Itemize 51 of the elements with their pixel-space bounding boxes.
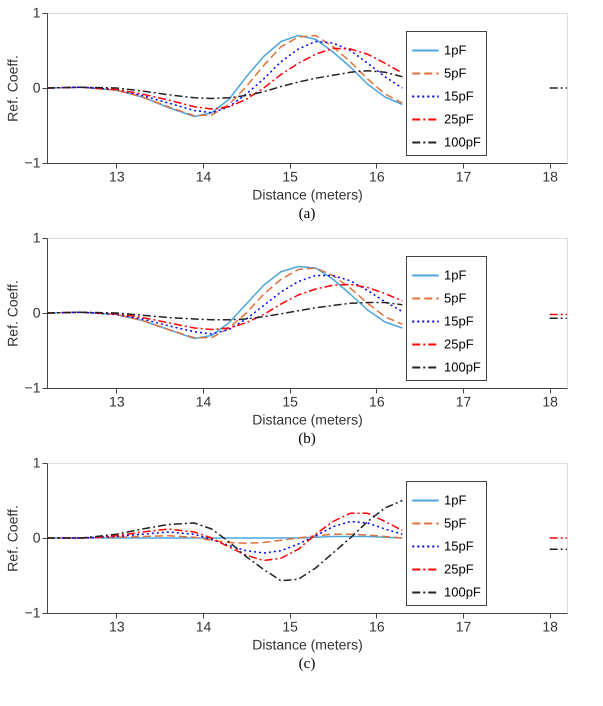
y-axis-title: Ref. Coeff.: [4, 280, 21, 347]
x-tick-label: 18: [542, 168, 558, 184]
x-tick-label: 17: [456, 394, 472, 410]
text: (c): [298, 656, 316, 672]
legend-label: 5pF: [444, 66, 466, 80]
x-tick-label: 16: [369, 394, 385, 410]
legend-label: 100pF: [444, 134, 481, 150]
x-tick-label: 18: [542, 618, 558, 634]
x-tick-label: 15: [282, 168, 298, 184]
x-tick-label: 18: [542, 394, 558, 410]
legend-label: 15pF: [444, 314, 474, 328]
y-tick-label: 0: [32, 530, 41, 546]
x-tick-label: 13: [109, 394, 125, 410]
x-axis-title: Distance (meters): [252, 412, 363, 428]
x-axis-title: Distance (meters): [252, 186, 363, 202]
x-tick-label: 16: [369, 168, 385, 184]
x-tick-label: 14: [196, 394, 212, 410]
legend-label: 100pF: [444, 584, 481, 600]
x-tick-label: 13: [109, 618, 125, 634]
legend-label: 15pF: [444, 538, 474, 554]
y-tick-label: 1: [32, 4, 41, 20]
legend-label: 1pF: [444, 492, 466, 508]
legend-label: 25pF: [444, 112, 474, 126]
y-tick-label: −1: [24, 154, 41, 170]
x-tick-label: 13: [109, 168, 125, 184]
y-tick-label: 0: [32, 80, 41, 96]
legend-label: 15pF: [444, 88, 474, 104]
legend-label: 100pF: [444, 360, 481, 374]
y-axis-title: Ref. Coeff.: [4, 505, 21, 572]
y-tick-label: −1: [24, 380, 41, 396]
legend-label: 1pF: [444, 268, 466, 282]
y-axis-title: Ref. Coeff.: [4, 55, 21, 122]
legend-label: 25pF: [444, 562, 474, 576]
x-tick-label: 17: [456, 618, 472, 634]
y-tick-label: 0: [32, 304, 41, 320]
text: (b): [298, 431, 316, 447]
x-tick-label: 14: [196, 168, 212, 184]
x-axis-title: Distance (meters): [252, 636, 363, 652]
y-tick-label: −1: [24, 604, 41, 620]
legend-label: 5pF: [444, 290, 466, 306]
y-tick-label: 1: [32, 230, 41, 246]
legend-label: 5pF: [444, 516, 466, 530]
x-tick-label: 15: [282, 394, 298, 410]
x-tick-label: 14: [196, 618, 212, 634]
y-tick-label: 1: [32, 454, 41, 470]
legend-label: 1pF: [444, 42, 466, 58]
x-tick-label: 17: [456, 168, 472, 184]
x-tick-label: 15: [282, 618, 298, 634]
text: (a): [298, 206, 316, 222]
legend-label: 25pF: [444, 336, 474, 352]
x-tick-label: 16: [369, 618, 385, 634]
